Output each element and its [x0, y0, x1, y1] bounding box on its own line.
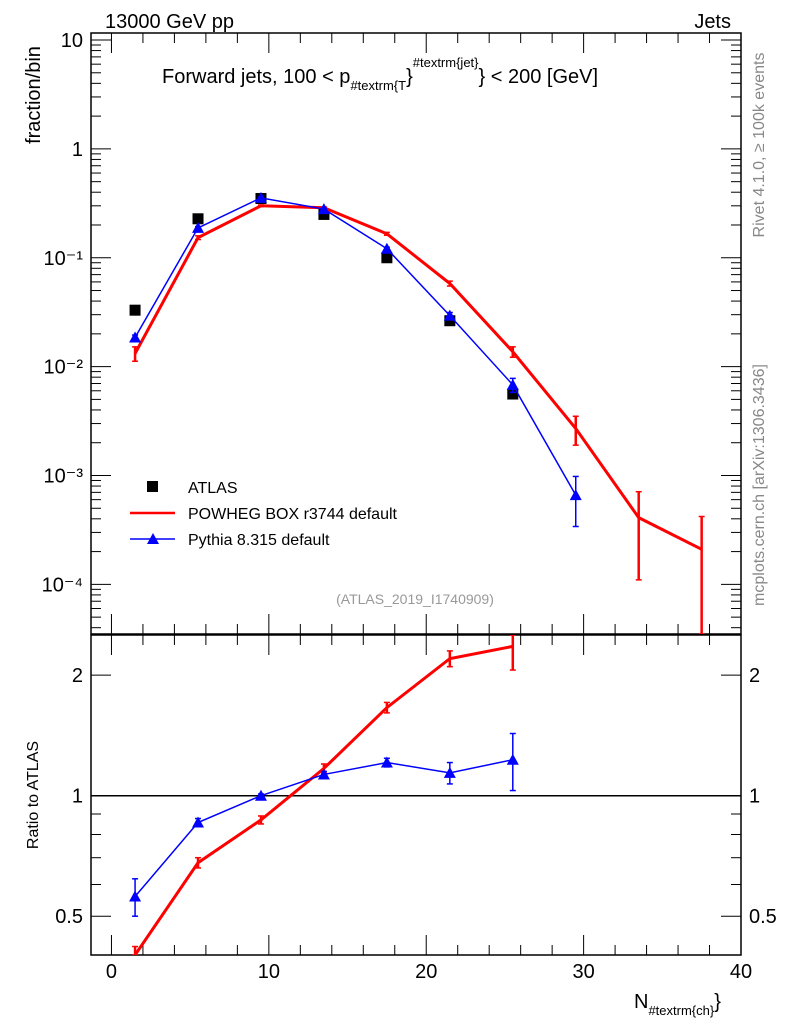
- y-tick-label-right: 2: [749, 665, 760, 687]
- atlas-data-point: [381, 252, 393, 264]
- legend-atlas-label: ATLAS: [188, 480, 238, 497]
- mcplots-label: mcplots.cern.ch [arXiv:1306.3436]: [751, 364, 768, 606]
- legend-pythia-marker: [147, 533, 159, 544]
- plot-title: Forward jets, 100 < p#textrm{T}#textrm{j…: [162, 55, 598, 93]
- y-tick-label: 0.5: [55, 906, 83, 928]
- pythia-data-point: [506, 753, 519, 765]
- atlas-data-point: [318, 208, 330, 220]
- x-axis-label: N#textrm{ch}}: [634, 991, 721, 1018]
- xlabel-sub: #textrm{ch}: [648, 1003, 714, 1018]
- pythia-data-point: [317, 768, 330, 780]
- pythia-data-point: [443, 309, 456, 321]
- title-post: } < 200 [GeV]: [479, 66, 599, 88]
- y-tick-label-right: 0.5: [749, 906, 777, 928]
- panel-frame: [90, 634, 742, 956]
- atlas-data-point: [444, 315, 456, 327]
- title-pre: Forward jets, 100 < p: [162, 66, 350, 88]
- legend: ATLAS POWHEG BOX r3744 default Pythia 8.…: [130, 480, 398, 549]
- series-line-1: [133, 204, 703, 551]
- y-tick-label: 1: [72, 139, 83, 161]
- analysis-watermark: (ATLAS_2019_I1740909): [336, 591, 494, 607]
- pythia-data-point: [192, 221, 205, 233]
- y-tick-label: 2: [72, 665, 83, 687]
- x-tick-label: 30: [572, 961, 594, 983]
- series-line-0: [133, 644, 514, 955]
- y-tick-label: 10: [61, 30, 83, 52]
- legend-atlas-marker: [147, 481, 158, 492]
- pythia-data-point: [443, 766, 456, 778]
- y-tick-label: 1: [72, 786, 83, 808]
- x-tick-label: 20: [415, 961, 437, 983]
- ratio-ylabel: Ratio to ATLAS: [25, 741, 42, 849]
- y-tick-label: 10⁻²: [44, 357, 84, 379]
- data-layer: [129, 635, 519, 955]
- ratio-panel: 0.5 0.51 12 20 10 20 30 40: [55, 634, 777, 983]
- pythia-data-point: [254, 789, 267, 801]
- title-mid: }: [406, 66, 413, 88]
- y-tick-label: 10⁻¹: [44, 248, 84, 270]
- pythia-data-point: [380, 242, 393, 254]
- header-right: Jets: [694, 11, 731, 33]
- pythia-data-point: [129, 331, 142, 343]
- pythia-data-point: [317, 203, 330, 215]
- pythia-data-point: [569, 489, 582, 501]
- pythia-data-point: [254, 191, 267, 203]
- header-left: 13000 GeV pp: [105, 11, 234, 33]
- pythia-data-point: [192, 816, 205, 828]
- legend-pythia-label: Pythia 8.315 default: [188, 532, 330, 549]
- x-tick-label: 10: [258, 961, 280, 983]
- pythia-data-point: [129, 890, 142, 902]
- pythia-data-point: [380, 756, 393, 768]
- title-sup: #textrm{jet}: [413, 55, 479, 70]
- main-ylabel: fraction/bin: [23, 46, 45, 144]
- legend-powheg-label: POWHEG BOX r3744 default: [188, 506, 398, 523]
- atlas-data-point: [192, 213, 204, 225]
- series-line-2: [134, 197, 577, 496]
- y-tick-label-right: 1: [749, 786, 760, 808]
- data-layer: [129, 191, 705, 634]
- pythia-data-point: [506, 378, 519, 390]
- y-tick-label: 10⁻³: [44, 465, 84, 487]
- x-tick-label: 40: [730, 961, 752, 983]
- xlabel-main: N: [634, 991, 648, 1013]
- xlabel-end: }: [714, 991, 721, 1013]
- rivet-label: Rivet 4.1.0, ≥ 100k events: [751, 53, 768, 238]
- atlas-data-point: [129, 304, 141, 316]
- series-line-1: [134, 758, 513, 897]
- main-panel: 10 1 10⁻¹ 10⁻² 10⁻³ 10⁻⁴: [42, 30, 742, 635]
- atlas-data-point: [507, 388, 519, 400]
- x-tick-label: 0: [106, 961, 117, 983]
- y-tick-label: 10⁻⁴: [42, 574, 83, 596]
- title-sub: #textrm{T: [350, 78, 406, 93]
- panel-frame: [90, 32, 742, 635]
